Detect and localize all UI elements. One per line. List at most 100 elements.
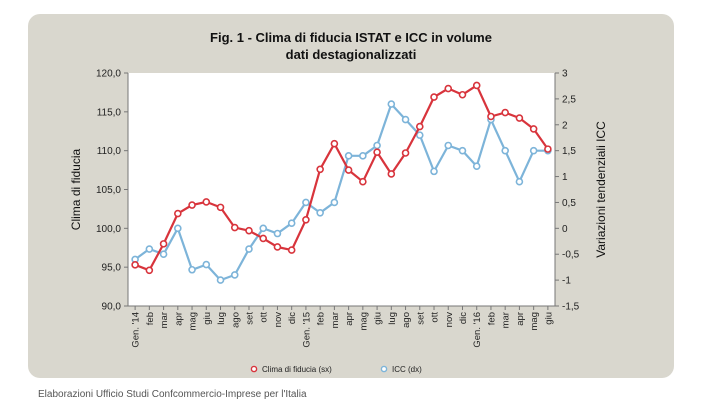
- legend-marker: [250, 365, 258, 373]
- x-tick-label: apr: [515, 312, 526, 326]
- x-tick-label: nov: [444, 312, 455, 328]
- x-tick-label: mar: [501, 312, 512, 328]
- data-point: [458, 90, 467, 99]
- data-point: [359, 177, 367, 186]
- data-point: [430, 167, 438, 176]
- axes: 90,0 95,0 100,0 105,0 110,0 115,0 120,0 -1,5 -1 -…: [96, 69, 580, 348]
- data-point: [287, 246, 296, 254]
- legend-label: ICC (dx): [392, 365, 422, 374]
- data-point: [330, 198, 339, 207]
- x-tick-label: feb: [145, 312, 156, 325]
- y-right-tick-label: 1,5: [562, 146, 576, 157]
- x-tick-label: lug: [216, 312, 227, 325]
- y-axis-right-label: Variazioni tendenziali ICC: [594, 121, 608, 258]
- y-right-tick-label: -1,5: [562, 302, 580, 313]
- data-point: [188, 265, 196, 274]
- data-point: [330, 139, 339, 148]
- data-point: [145, 266, 154, 275]
- y-right-tick-label: -0,5: [562, 250, 580, 261]
- data-point: [401, 149, 410, 157]
- y-left-tick-label: 120,0: [96, 69, 121, 80]
- data-point: [174, 209, 182, 218]
- x-tick-label: ott: [430, 312, 441, 323]
- x-tick-label: mag: [188, 312, 199, 330]
- series-clima-di-fiducia: [131, 81, 552, 275]
- x-tick-label: dic: [287, 312, 298, 324]
- x-tick-label: mag: [358, 312, 369, 330]
- x-tick-label: mar: [330, 312, 341, 328]
- x-tick-label: dic: [458, 312, 469, 324]
- data-point: [415, 122, 424, 131]
- chart-panel: Fig. 1 - Clima di fiducia ISTAT e ICC in…: [28, 14, 674, 378]
- data-point: [501, 108, 509, 117]
- legend-label: Clima di fiducia (sx): [262, 365, 332, 374]
- data-point: [145, 245, 154, 253]
- x-tick-label: feb: [316, 312, 327, 325]
- source-note: Elaborazioni Ufficio Studi Confcommercio…: [38, 389, 307, 400]
- x-tick-label: Gen. '15: [301, 312, 312, 348]
- data-point: [359, 152, 367, 160]
- y-left-tick-label: 90,0: [102, 302, 122, 313]
- y-right-tick-label: -1: [562, 276, 571, 287]
- x-tick-label: apr: [173, 312, 184, 326]
- y-right-tick-label: 0,5: [562, 198, 576, 209]
- data-point: [245, 226, 253, 235]
- y-right-tick-label: 3: [562, 69, 568, 80]
- x-tick-label: set: [244, 312, 255, 325]
- y-left-tick-label: 105,0: [96, 185, 121, 196]
- data-point: [230, 271, 239, 279]
- y-right-tick-label: 0: [562, 224, 568, 235]
- x-tick-label: mar: [159, 312, 170, 328]
- data-point: [529, 125, 538, 133]
- x-tick-label: ott: [259, 312, 270, 323]
- data-point: [472, 162, 481, 170]
- series-icc: [131, 100, 552, 284]
- chart-title-line1: Fig. 1 - Clima di fiducia ISTAT e ICC in…: [210, 30, 492, 45]
- chart-title-line2: dati destagionalizzati: [286, 47, 417, 62]
- x-tick-label: giu: [202, 312, 213, 325]
- series-layer: [131, 81, 552, 284]
- data-point: [458, 146, 467, 155]
- data-point: [259, 224, 268, 233]
- y-left-tick-label: 115,0: [97, 107, 122, 118]
- y-right-tick-label: 2,5: [562, 94, 576, 105]
- data-point: [302, 215, 310, 224]
- data-point: [544, 145, 552, 153]
- x-tick-label: feb: [486, 312, 497, 325]
- x-tick-label: ago: [230, 312, 241, 328]
- data-point: [387, 100, 396, 108]
- data-point: [230, 223, 239, 232]
- data-point: [259, 234, 268, 243]
- x-tick-label: mag: [529, 312, 540, 330]
- data-point: [316, 209, 324, 217]
- data-point: [430, 93, 438, 101]
- data-point: [202, 260, 211, 269]
- y-left-tick-label: 95,0: [102, 263, 122, 274]
- data-point: [387, 170, 396, 178]
- x-tick-label: lug: [387, 312, 398, 325]
- data-point: [515, 114, 524, 122]
- data-point: [529, 146, 538, 155]
- x-tick-label: set: [415, 312, 426, 325]
- data-point: [515, 177, 524, 186]
- data-point: [202, 198, 211, 206]
- data-point: [188, 201, 196, 209]
- data-point: [472, 81, 481, 90]
- y-left-tick-label: 110,0: [97, 146, 122, 157]
- y-axis-left-label: Clima di fiducia: [69, 148, 83, 230]
- data-point: [487, 112, 495, 121]
- data-point: [216, 203, 225, 212]
- x-tick-label: Gen. '14: [131, 312, 142, 348]
- data-point: [174, 224, 182, 233]
- data-point: [159, 240, 168, 248]
- x-tick-label: ago: [401, 312, 412, 328]
- data-point: [373, 148, 381, 157]
- legend: Clima di fiducia (sx) ICC (dx): [250, 365, 422, 374]
- y-right-tick-label: 1: [562, 172, 568, 183]
- data-point: [216, 276, 225, 284]
- data-point: [344, 152, 353, 160]
- y-right-tick-label: 2: [562, 120, 568, 131]
- data-point: [159, 250, 168, 259]
- data-point: [273, 243, 282, 251]
- data-point: [245, 245, 253, 253]
